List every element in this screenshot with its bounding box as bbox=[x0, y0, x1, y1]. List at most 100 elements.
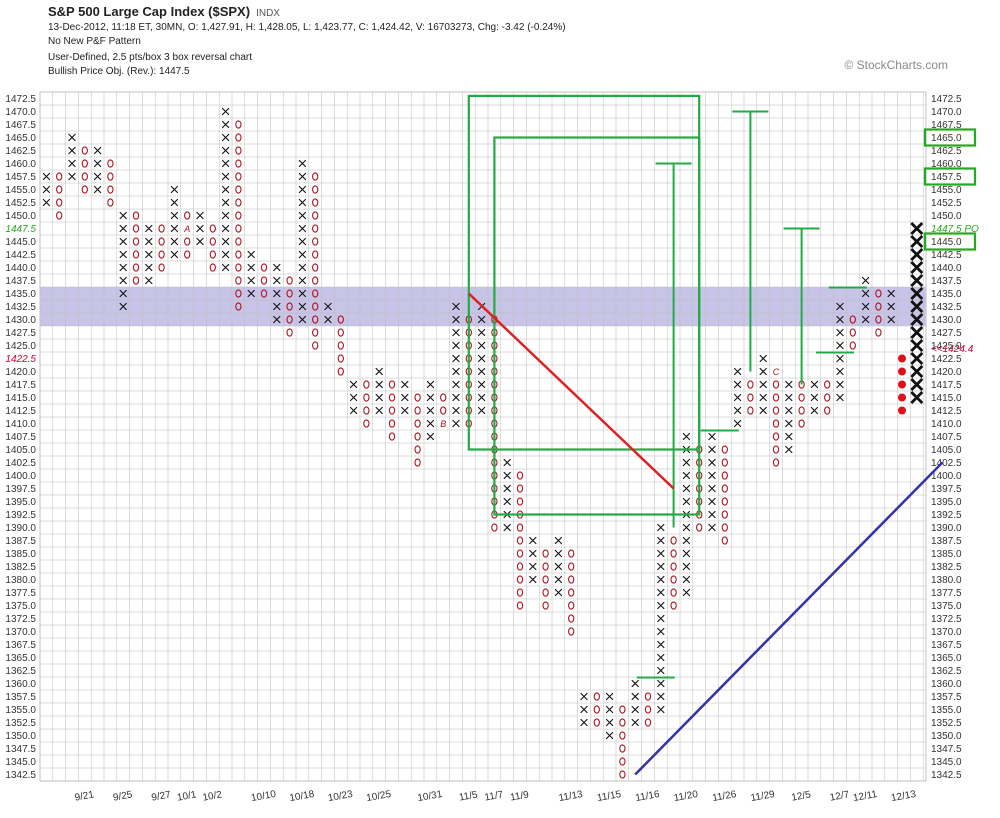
y-tick-label-left: 1432.5 bbox=[5, 302, 36, 313]
pnf-o-box bbox=[898, 354, 906, 363]
pnf-x-box bbox=[631, 718, 639, 727]
pnf-x-box bbox=[298, 159, 307, 168]
y-tick-label-left: 1382.5 bbox=[5, 562, 36, 573]
y-tick-label-right: 1430.0 bbox=[931, 315, 962, 326]
y-tick-label-right: 1402.5 bbox=[931, 458, 962, 469]
pnf-o-box bbox=[388, 393, 396, 402]
y-tick-label-left: 1472.5 bbox=[5, 94, 36, 105]
pnf-x-box bbox=[910, 313, 924, 326]
pnf-x-box bbox=[477, 315, 486, 324]
pnf-x-box bbox=[836, 328, 844, 337]
pnf-o-box bbox=[849, 315, 856, 324]
pnf-x-box bbox=[657, 575, 665, 584]
pnf-x-box bbox=[68, 133, 76, 142]
pnf-x-box bbox=[682, 471, 691, 480]
y-tick-label-right: 1345.0 bbox=[931, 757, 962, 768]
pnf-o-box bbox=[363, 406, 370, 415]
pnf-x-box bbox=[657, 627, 665, 636]
pnf-x-box bbox=[910, 378, 924, 391]
pnf-o-box bbox=[516, 523, 524, 532]
pnf-x-box bbox=[349, 380, 358, 389]
pnf-x-box bbox=[375, 380, 383, 389]
x-tick-label: 10/1 bbox=[176, 789, 198, 803]
pnf-o-box bbox=[312, 263, 319, 272]
pnf-x-box bbox=[247, 276, 255, 285]
pnf-o-box bbox=[516, 536, 524, 545]
pnf-x-box bbox=[273, 276, 281, 285]
x-tick-label: 10/2 bbox=[202, 789, 224, 803]
pnf-x-box bbox=[810, 380, 819, 389]
pnf-x-box bbox=[375, 406, 383, 415]
pnf-x-box bbox=[221, 198, 230, 207]
pnf-x-box bbox=[554, 575, 563, 584]
pnf-o-box bbox=[824, 406, 831, 415]
pnf-o-box bbox=[414, 432, 421, 441]
y-tick-label-left: 1417.5 bbox=[5, 380, 36, 391]
pnf-x-box bbox=[605, 705, 614, 714]
pnf-o-box bbox=[721, 458, 728, 467]
pnf-x-box bbox=[298, 185, 307, 194]
pnf-x-box bbox=[785, 380, 793, 389]
pnf-x-box bbox=[759, 380, 767, 389]
pnf-o-box bbox=[593, 705, 600, 714]
pnf-x-box bbox=[657, 679, 665, 688]
pnf-o-box bbox=[644, 692, 652, 701]
pnf-x-box bbox=[554, 588, 563, 597]
pnf-o-box bbox=[388, 432, 396, 441]
pnf-x-box bbox=[682, 588, 691, 597]
pnf-x-box bbox=[910, 339, 924, 352]
pnf-x-box bbox=[682, 562, 691, 571]
x-tick-label: 9/25 bbox=[112, 789, 134, 803]
pnf-o-box bbox=[798, 406, 805, 415]
pnf-x-box bbox=[910, 300, 924, 313]
y-tick-label-left: 1450.0 bbox=[5, 211, 36, 222]
y-tick-label-right: 1350.0 bbox=[931, 731, 962, 742]
month-marker: A bbox=[183, 224, 190, 234]
pnf-o-box bbox=[158, 237, 165, 246]
pnf-x-box bbox=[221, 185, 230, 194]
trendline bbox=[634, 461, 944, 776]
pattern-info: No New P&F Pattern bbox=[48, 36, 141, 47]
pnf-o-box bbox=[286, 315, 293, 324]
pnf-o-box bbox=[824, 380, 831, 389]
pnf-x-box bbox=[657, 536, 665, 545]
price-info: 13-Dec-2012, 11:18 ET, 30MN, O: 1,427.91… bbox=[48, 22, 566, 33]
pnf-o-box bbox=[388, 380, 396, 389]
pnf-x-box bbox=[221, 107, 230, 116]
pnf-x-box bbox=[452, 419, 460, 428]
pnf-o-box bbox=[312, 250, 319, 259]
pnf-o-box bbox=[388, 406, 396, 415]
y-tick-label-right: 1440.0 bbox=[931, 263, 962, 274]
pnf-x-box bbox=[759, 393, 767, 402]
y-tick-label-left: 1372.5 bbox=[5, 614, 36, 625]
y-tick-label-left: 1352.5 bbox=[5, 718, 36, 729]
pnf-o-box bbox=[516, 588, 524, 597]
pnf-o-box bbox=[644, 705, 652, 714]
pnf-x-box bbox=[426, 393, 435, 402]
pnf-o-box bbox=[107, 159, 114, 168]
y-tick-label-right: 1462.5 bbox=[931, 146, 962, 157]
pnf-o-box bbox=[516, 484, 524, 493]
pnf-x-box bbox=[145, 224, 153, 233]
y-tick-label-right: 1407.5 bbox=[931, 432, 962, 443]
pnf-o-box bbox=[516, 601, 524, 610]
pnf-o-box bbox=[542, 549, 549, 558]
pnf-o-box bbox=[875, 315, 882, 324]
pnf-o-box bbox=[158, 250, 165, 259]
pnf-x-box bbox=[657, 692, 665, 701]
pnf-o-box bbox=[312, 276, 319, 285]
y-tick-label-left: 1425.0 bbox=[5, 341, 36, 352]
pnf-o-box bbox=[721, 536, 728, 545]
pnf-o-box bbox=[337, 315, 344, 324]
pnf-o-box bbox=[337, 367, 344, 376]
pnf-o-box bbox=[568, 588, 575, 597]
pnf-x-box bbox=[401, 406, 409, 415]
y-tick-label-left: 1370.0 bbox=[5, 627, 36, 638]
pnf-o-box bbox=[772, 406, 780, 415]
pnf-o-box bbox=[772, 393, 780, 402]
x-tick-label: 9/27 bbox=[151, 789, 173, 803]
pnf-x-box bbox=[477, 393, 486, 402]
y-tick-label-left: 1442.5 bbox=[5, 250, 36, 261]
pnf-o-box bbox=[260, 276, 268, 285]
pnf-o-box bbox=[696, 523, 703, 532]
